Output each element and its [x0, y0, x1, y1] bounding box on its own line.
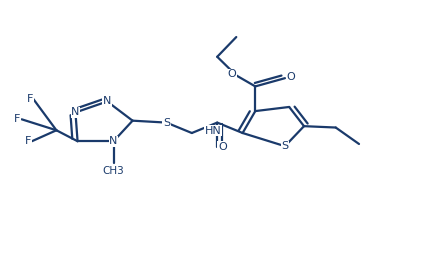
Text: CH3: CH3 — [103, 166, 124, 176]
Text: O: O — [287, 71, 295, 81]
Text: S: S — [282, 141, 288, 151]
Text: N: N — [71, 107, 80, 117]
Text: N: N — [109, 136, 118, 146]
Text: N: N — [103, 96, 111, 106]
Text: F: F — [26, 94, 33, 104]
Text: O: O — [227, 69, 236, 79]
Text: F: F — [14, 114, 20, 124]
Text: O: O — [218, 142, 227, 152]
Text: HN: HN — [205, 126, 222, 136]
Text: F: F — [25, 136, 32, 146]
Text: S: S — [163, 118, 170, 128]
